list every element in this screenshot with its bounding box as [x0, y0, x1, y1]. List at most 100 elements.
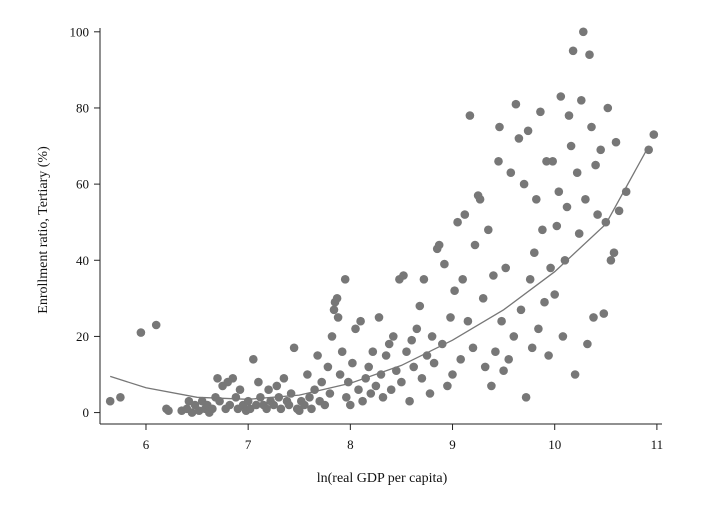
data-point [548, 157, 557, 166]
data-point [589, 313, 598, 322]
data-point [463, 316, 473, 326]
data-point [475, 195, 485, 204]
data-point [264, 385, 273, 395]
x-axis-title: ln(real GDP per capita) [317, 471, 448, 486]
data-point [448, 370, 457, 379]
data-point [574, 229, 584, 238]
data-point [540, 297, 549, 307]
data-point [384, 339, 394, 349]
data-point [606, 255, 616, 265]
data-point [440, 259, 449, 269]
data-point [348, 358, 357, 368]
data-point [361, 374, 371, 383]
data-point [269, 400, 279, 410]
y-axis-title: Enrollment ratio, Tertiary (%) [36, 146, 51, 314]
data-point [279, 374, 289, 383]
data-point [514, 134, 524, 143]
data-point [344, 377, 353, 387]
data-point [434, 240, 444, 250]
data-point [371, 381, 381, 391]
data-point [450, 286, 459, 296]
x-tick-label: 9 [449, 437, 456, 452]
data-point [243, 396, 253, 406]
data-point [443, 381, 452, 391]
data-point [487, 381, 496, 391]
data-point [446, 313, 455, 322]
data-point [419, 275, 429, 284]
data-point [497, 316, 506, 326]
data-point [327, 332, 337, 341]
data-point [323, 362, 333, 372]
data-point [649, 130, 659, 139]
data-point [484, 225, 493, 235]
data-point [399, 271, 408, 280]
data-point [340, 275, 350, 284]
data-point [560, 255, 570, 265]
data-point [136, 328, 146, 337]
data-point [429, 358, 439, 368]
data-point [284, 400, 294, 410]
data-point [453, 217, 462, 227]
data-point [389, 332, 398, 341]
data-point [409, 362, 419, 372]
data-point [542, 157, 551, 166]
data-point [516, 305, 526, 315]
data-point [378, 393, 388, 402]
data-point [438, 339, 447, 349]
data-point [422, 351, 432, 360]
data-point [320, 400, 330, 410]
data-point [614, 206, 624, 216]
data-point [381, 351, 391, 360]
data-point [289, 343, 299, 353]
data-point [525, 275, 535, 284]
data-point [506, 168, 516, 177]
data-point [208, 404, 217, 414]
data-point [552, 221, 562, 231]
data-point [523, 126, 533, 136]
data-point [164, 406, 173, 416]
data-point [317, 377, 327, 387]
data-point [521, 393, 531, 402]
data-point [300, 400, 309, 410]
y-tick-label: 60 [76, 177, 89, 192]
y-tick-label: 20 [76, 329, 89, 344]
data-point [511, 99, 521, 109]
data-point [534, 324, 543, 334]
y-tick-label: 0 [83, 405, 90, 420]
data-point [577, 96, 586, 105]
data-point [501, 263, 511, 273]
data-point [593, 210, 602, 219]
data-point [587, 122, 596, 132]
plot-area: 6 7 8 9 10 11 0 20 40 60 80 100 [70, 24, 664, 452]
data-point [611, 137, 621, 147]
data-point [225, 400, 235, 410]
data-point [494, 157, 503, 166]
data-point [329, 305, 339, 315]
data-point [392, 366, 401, 376]
data-point [262, 404, 271, 414]
data-point [364, 362, 374, 372]
data-point [480, 362, 490, 372]
data-point [407, 335, 417, 345]
data-point [544, 351, 553, 360]
x-tick-label: 8 [347, 437, 354, 452]
data-point [458, 275, 468, 284]
data-point [276, 404, 286, 414]
data-point [554, 187, 564, 196]
data-point [425, 389, 435, 398]
data-point [417, 374, 427, 383]
data-point [351, 324, 360, 334]
data-point [251, 400, 261, 410]
data-point [495, 122, 504, 132]
data-point [509, 332, 519, 341]
data-point [295, 406, 304, 416]
data-point [313, 351, 322, 360]
data-point [354, 385, 363, 395]
data-point [310, 385, 319, 395]
data-point [558, 332, 568, 341]
data-point [591, 160, 600, 170]
data-point [235, 385, 245, 395]
data-point [566, 141, 576, 151]
data-point [546, 263, 555, 273]
